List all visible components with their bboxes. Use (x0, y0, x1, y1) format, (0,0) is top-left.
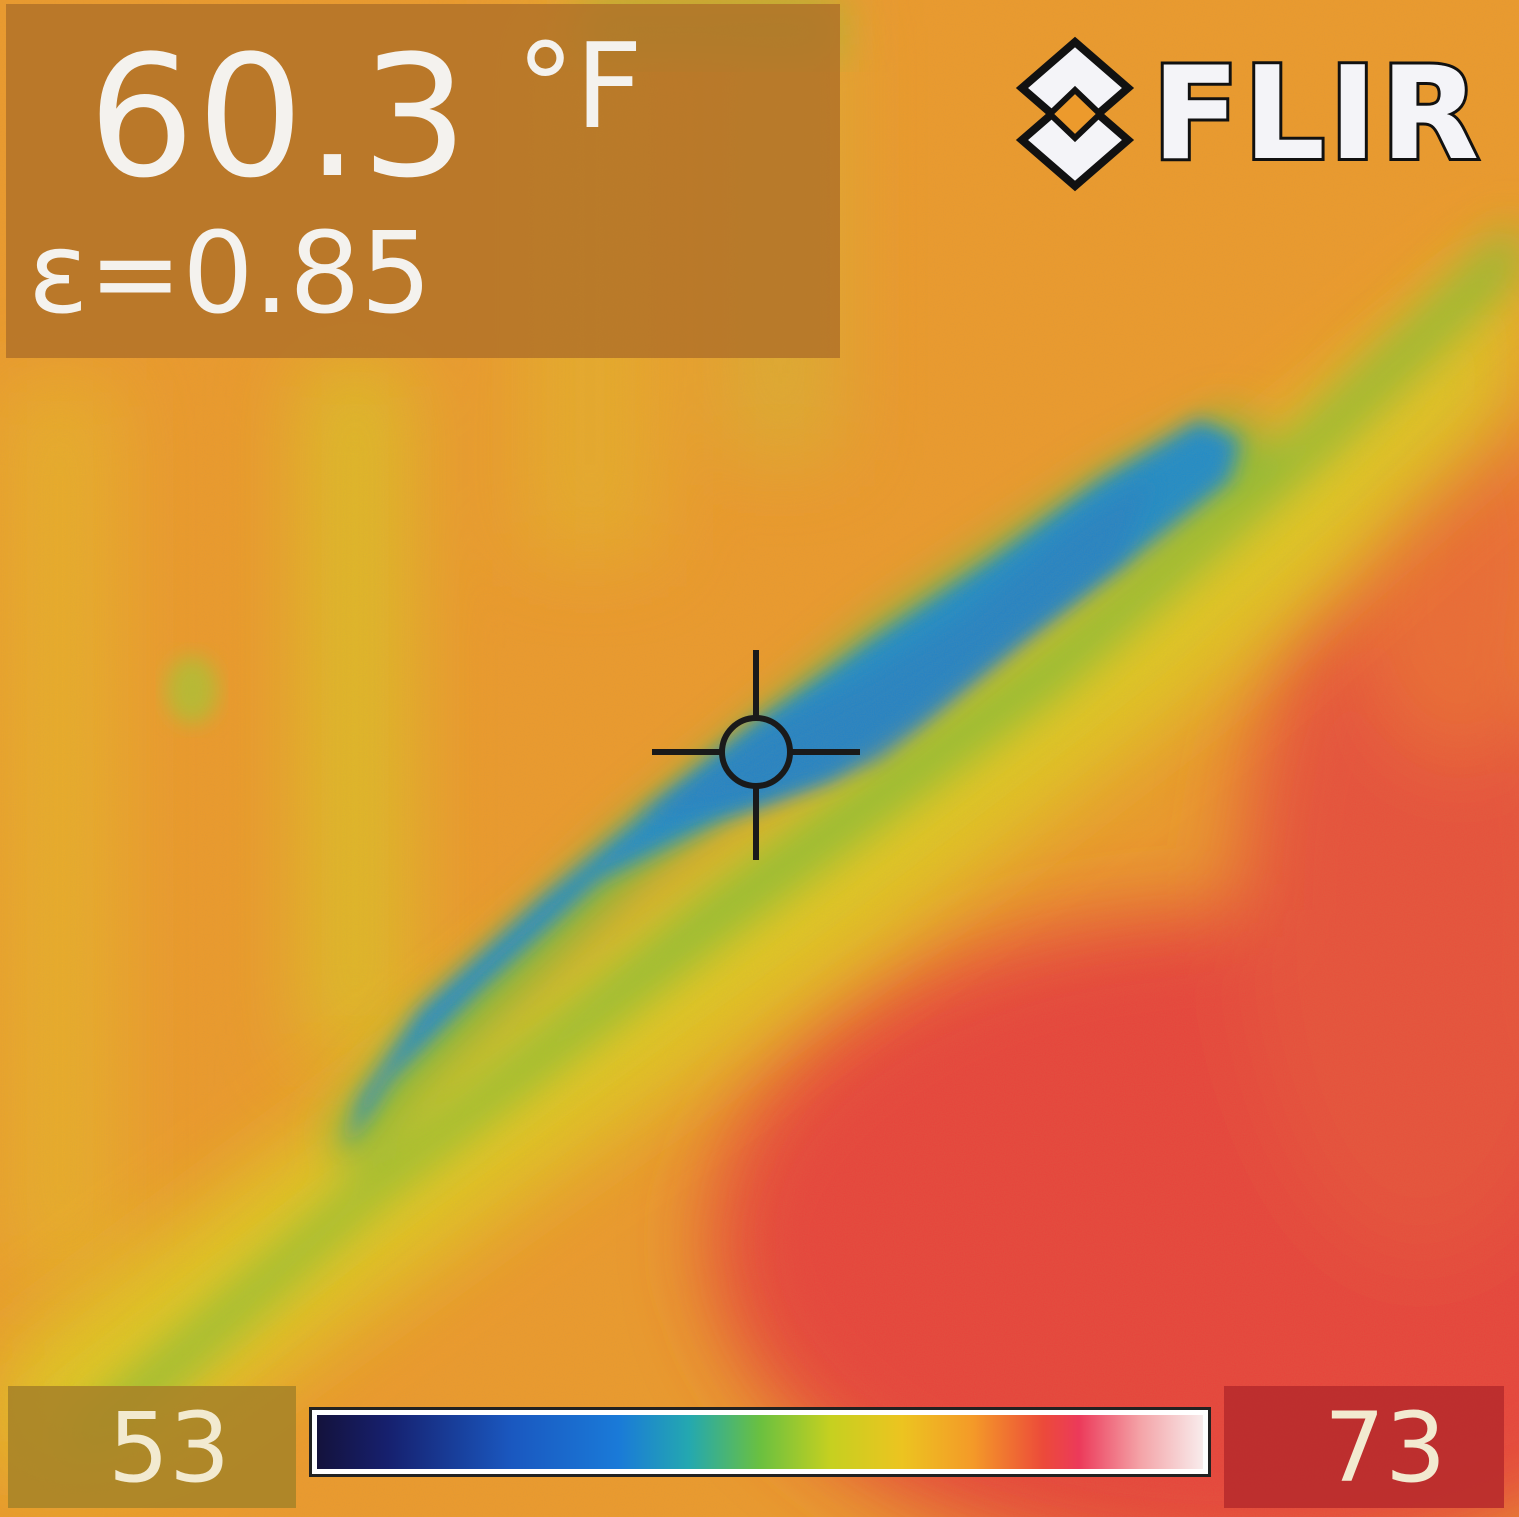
temperature-palette-bar (309, 1407, 1211, 1477)
brand-name: FLIR (1149, 40, 1484, 189)
spot-temperature-value: 60.3 (88, 19, 471, 215)
scale-min-value: 53 (108, 1392, 231, 1504)
measurement-readout-panel: 60.3 °F ε=0.85 (6, 4, 840, 358)
crosshair-icon (652, 650, 860, 860)
scale-max-panel: 73 (1224, 1386, 1504, 1508)
scale-min-panel: 53 (8, 1386, 296, 1508)
emissivity-value: ε=0.85 (28, 209, 432, 339)
scale-max-value: 73 (1324, 1392, 1447, 1504)
temperature-unit: °F (516, 17, 643, 155)
flir-logo: FLIR (1010, 36, 1500, 192)
flir-diamond-logo-icon (1015, 36, 1135, 192)
